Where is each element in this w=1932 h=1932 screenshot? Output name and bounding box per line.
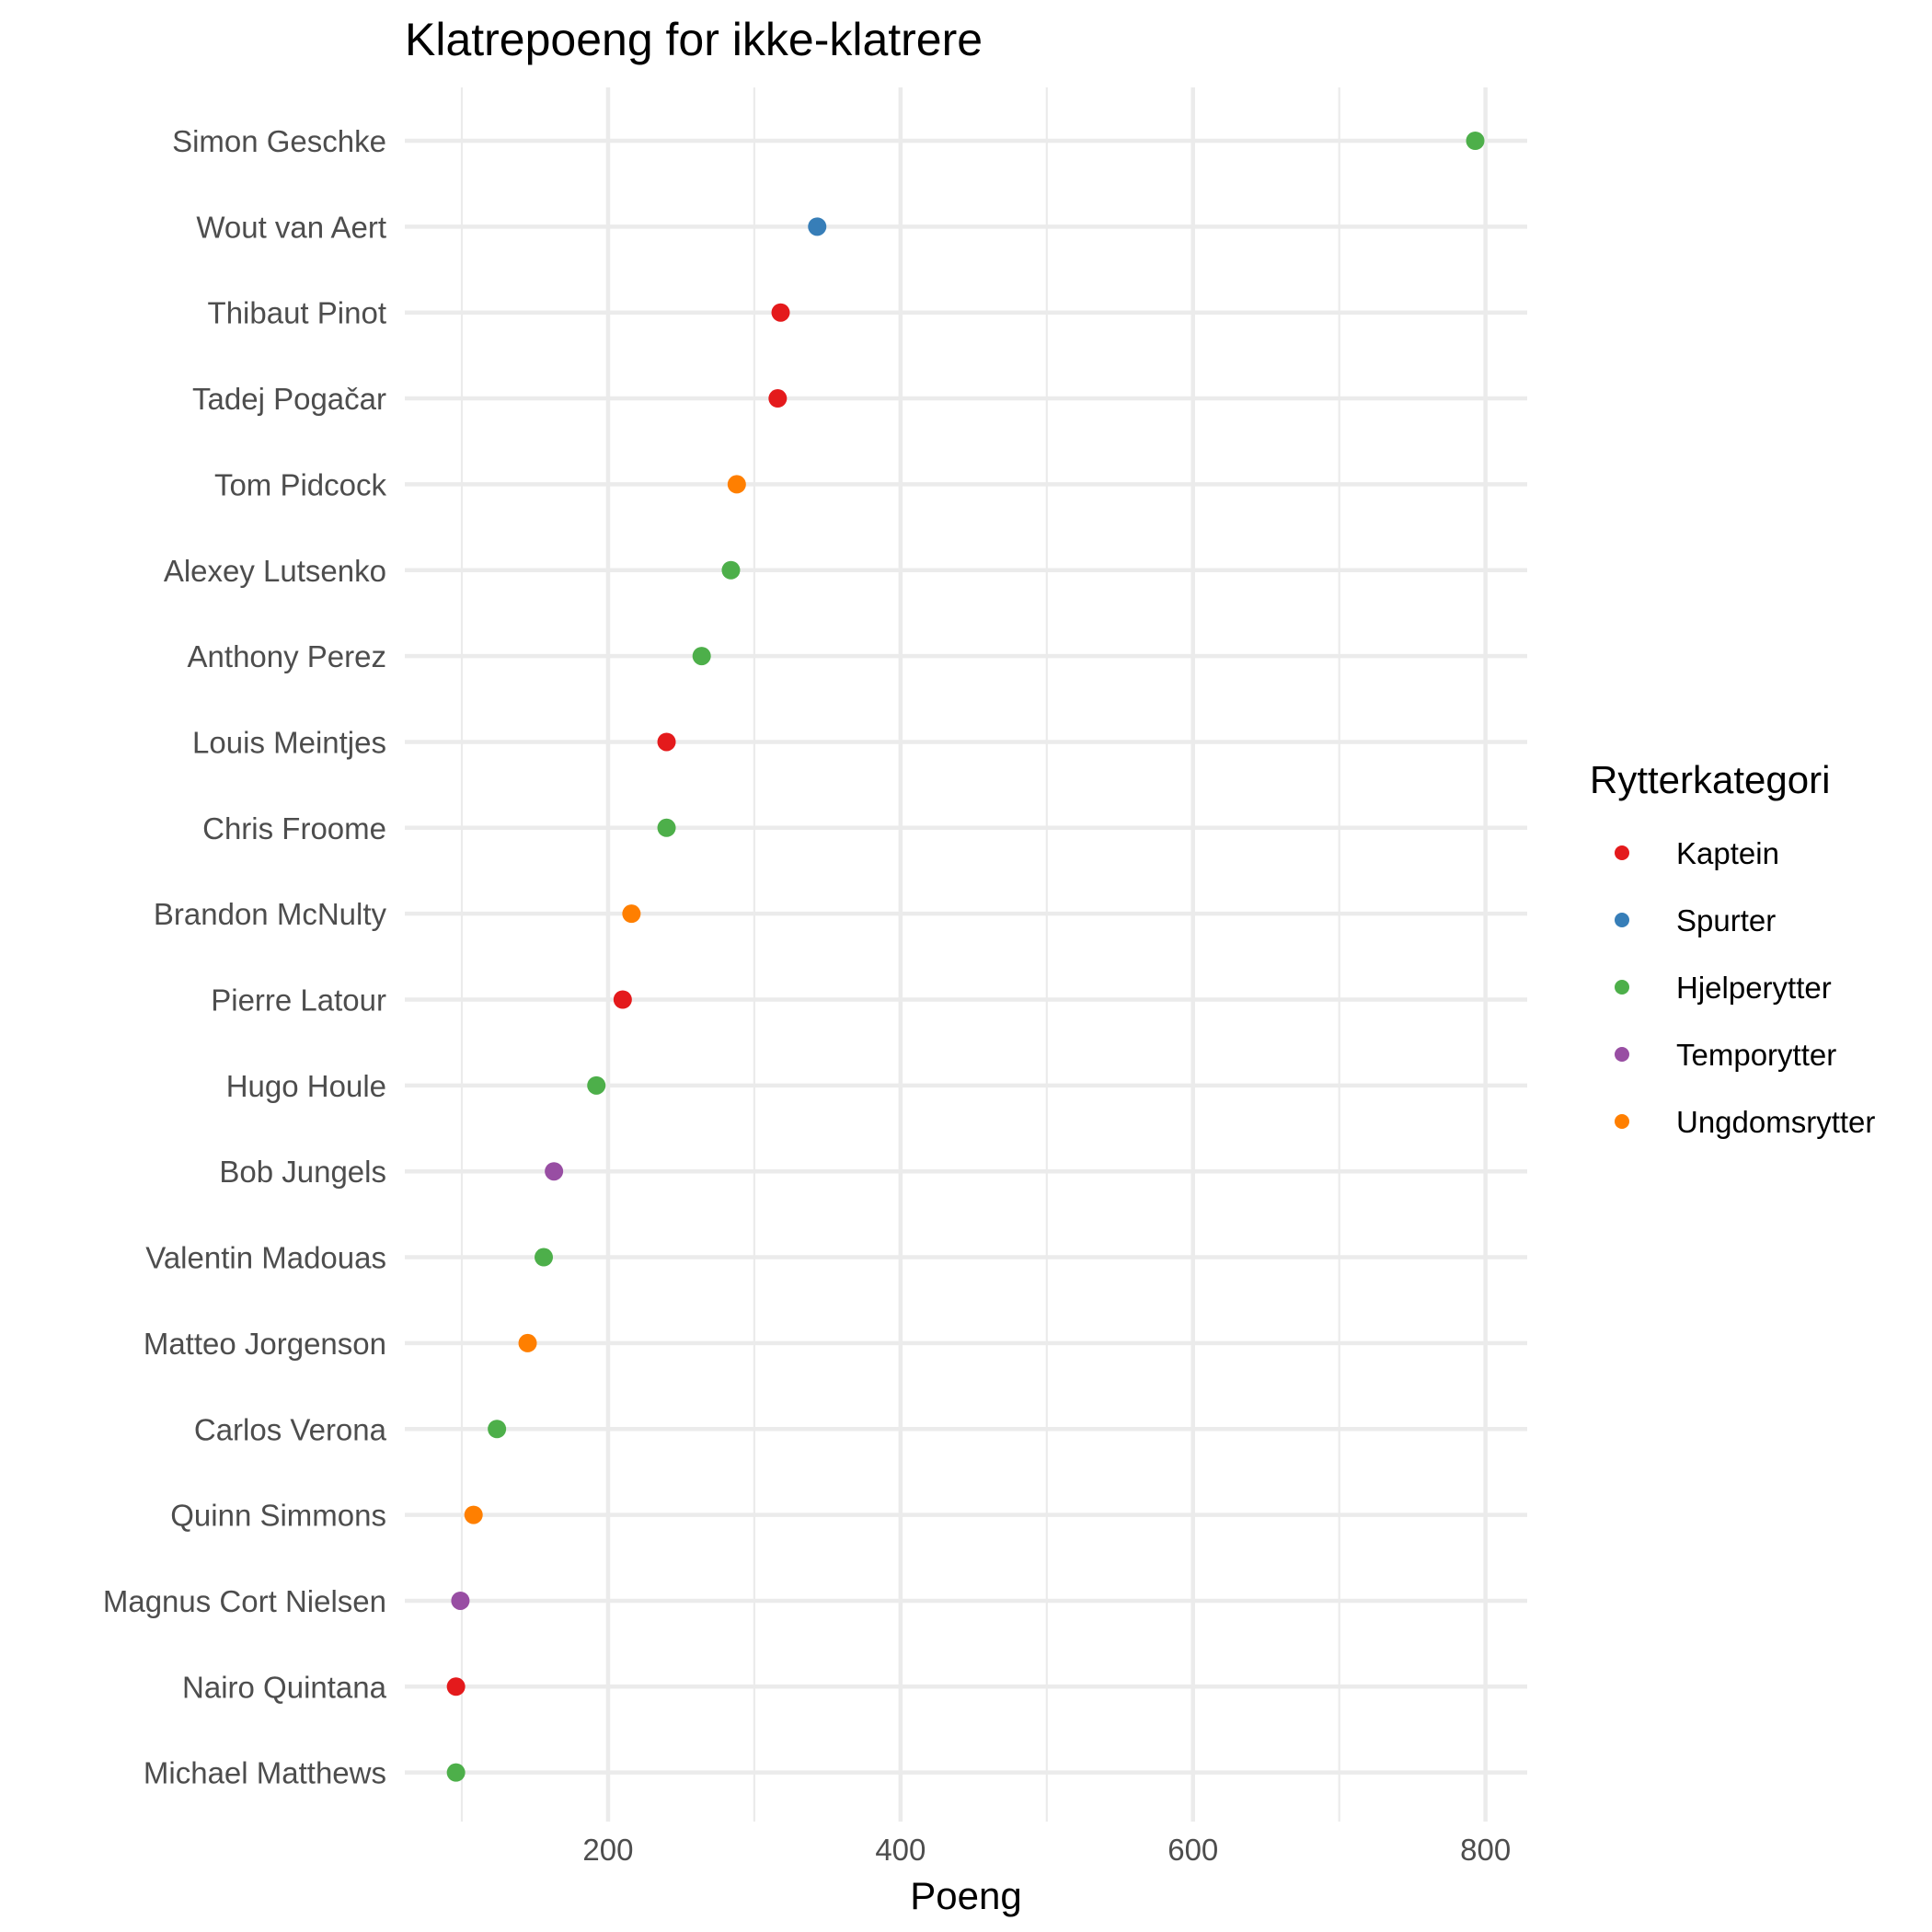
y-tick-label: Quinn Simmons bbox=[170, 1499, 386, 1533]
x-tick-label: 800 bbox=[1460, 1833, 1511, 1867]
data-point bbox=[727, 475, 746, 494]
data-point bbox=[446, 1763, 466, 1782]
data-point bbox=[768, 389, 788, 408]
y-tick-label: Pierre Latour bbox=[211, 983, 386, 1018]
legend-label: Ungdomsrytter bbox=[1676, 1105, 1875, 1139]
legend-key bbox=[1615, 913, 1629, 927]
data-points bbox=[446, 132, 1485, 1782]
data-point bbox=[587, 1075, 606, 1095]
y-tick-label: Valentin Madouas bbox=[145, 1241, 386, 1275]
y-tick-label: Magnus Cort Nielsen bbox=[103, 1584, 386, 1618]
y-tick-label: Thibaut Pinot bbox=[208, 296, 386, 330]
x-axis-ticks: 200 400 600 800 bbox=[582, 1833, 1511, 1867]
y-tick-label: Carlos Verona bbox=[194, 1412, 387, 1446]
data-point bbox=[657, 818, 676, 837]
y-tick-label: Louis Meintjes bbox=[192, 725, 386, 759]
data-point bbox=[613, 990, 632, 1009]
y-tick-label: Hugo Houle bbox=[226, 1069, 386, 1103]
legend-key bbox=[1615, 980, 1629, 995]
data-point bbox=[451, 1591, 470, 1610]
legend-title: Rytterkategori bbox=[1590, 758, 1830, 801]
data-point bbox=[721, 560, 741, 580]
legend: Rytterkategori Kaptein Spurter Hjelperytte… bbox=[1590, 758, 1875, 1139]
legend-key bbox=[1615, 845, 1629, 860]
x-axis-title: Poeng bbox=[910, 1874, 1021, 1917]
data-point bbox=[535, 1248, 554, 1267]
y-tick-label: Michael Matthews bbox=[144, 1756, 386, 1790]
legend-label: Hjelperytter bbox=[1676, 971, 1832, 1005]
legend-key bbox=[1615, 1047, 1629, 1062]
y-tick-label: Brandon McNulty bbox=[154, 897, 387, 931]
y-tick-label: Nairo Quintana bbox=[182, 1670, 387, 1704]
y-tick-label: Tom Pidcock bbox=[214, 467, 387, 501]
chart-title: Klatrepoeng for ikke-klatrere bbox=[405, 14, 983, 65]
data-point bbox=[692, 647, 711, 666]
data-point bbox=[464, 1505, 483, 1524]
data-point bbox=[657, 732, 676, 752]
y-tick-label: Alexey Lutsenko bbox=[164, 554, 386, 588]
y-tick-label: Chris Froome bbox=[202, 811, 386, 845]
data-point bbox=[545, 1162, 564, 1181]
y-tick-label: Tadej Pogačar bbox=[192, 382, 386, 416]
y-axis-labels: Simon Geschke Wout van Aert Thibaut Pinot T… bbox=[103, 124, 387, 1790]
x-tick-label: 400 bbox=[875, 1833, 926, 1867]
x-tick-label: 200 bbox=[582, 1833, 633, 1867]
data-point bbox=[808, 217, 827, 236]
legend-key bbox=[1615, 1114, 1629, 1129]
grid bbox=[405, 87, 1527, 1822]
legend-label: Spurter bbox=[1676, 903, 1776, 937]
y-tick-label: Bob Jungels bbox=[219, 1155, 386, 1189]
legend-label: Temporytter bbox=[1676, 1038, 1836, 1072]
y-tick-label: Wout van Aert bbox=[196, 210, 386, 244]
x-tick-label: 600 bbox=[1167, 1833, 1218, 1867]
data-point bbox=[771, 303, 790, 322]
data-point bbox=[518, 1333, 537, 1352]
data-point bbox=[622, 904, 641, 924]
data-point bbox=[446, 1677, 466, 1696]
y-tick-label: Anthony Perez bbox=[188, 639, 386, 673]
y-tick-label: Matteo Jorgenson bbox=[144, 1327, 386, 1361]
y-tick-label: Simon Geschke bbox=[172, 124, 386, 158]
legend-label: Kaptein bbox=[1676, 836, 1779, 870]
data-point bbox=[488, 1420, 507, 1439]
data-point bbox=[1466, 132, 1485, 150]
